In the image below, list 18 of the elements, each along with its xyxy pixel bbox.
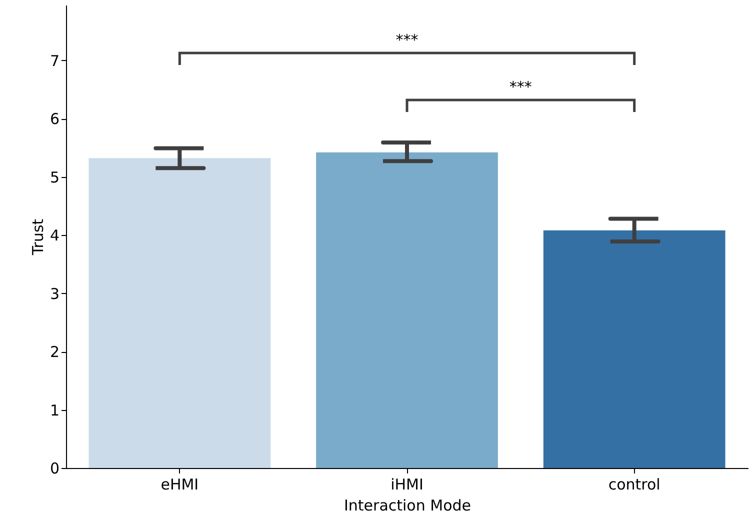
x-tick-label: control	[608, 476, 660, 494]
y-tick-label: 0	[50, 460, 60, 478]
bar	[316, 152, 498, 468]
y-tick-label: 2	[50, 343, 60, 362]
y-tick-label: 5	[50, 168, 60, 186]
annotation: ***	[396, 31, 419, 49]
y-tick-label: 7	[50, 52, 60, 70]
bar	[543, 230, 726, 468]
y-tick-label: 4	[50, 226, 60, 245]
y-tick-label: 3	[50, 284, 60, 303]
annotation: ***	[509, 78, 532, 96]
y-tick-label: 1	[50, 401, 60, 420]
x-tick-label: eHMI	[160, 476, 199, 494]
y-tick-label: 6	[50, 110, 60, 128]
x-tick-label: iHMI	[390, 476, 424, 494]
bar	[88, 158, 271, 468]
y-axis-title: Trust	[28, 218, 47, 256]
x-axis-title: Interaction Mode	[344, 496, 472, 514]
